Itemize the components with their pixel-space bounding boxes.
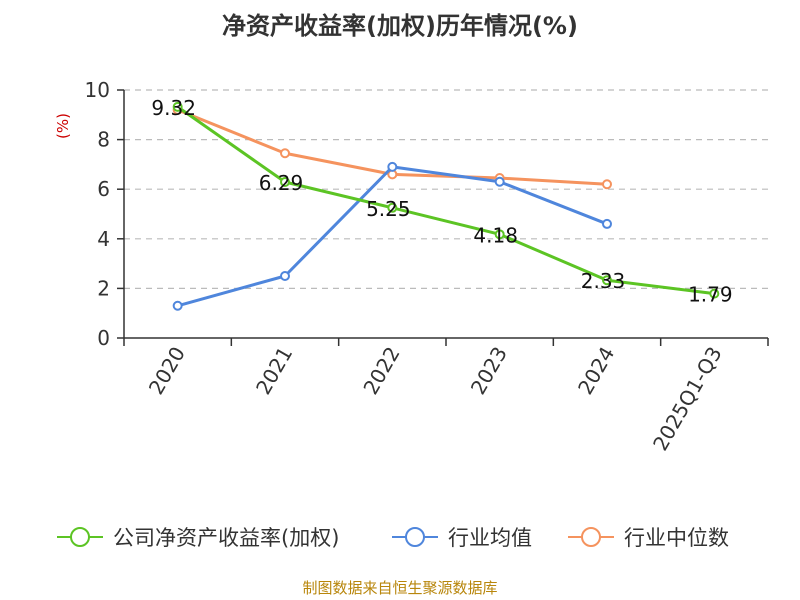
data-label: 5.25 [366,197,411,221]
series-industry_median [172,104,612,190]
data-label: 2.33 [581,269,626,293]
x-tick-label: 2022 [358,343,404,399]
data-point-industry_avg[interactable] [172,300,183,311]
data-label: 1.79 [688,283,733,307]
data-point-company[interactable] [709,288,720,299]
data-point-industry_avg[interactable] [602,218,612,229]
data-point-industry_median[interactable] [602,179,612,190]
data-label: 4.18 [473,223,518,247]
data-point-company[interactable] [172,101,183,112]
y-tick-label: 4 [97,227,110,251]
series-company [172,101,720,299]
data-labels: 9.32 6.29 5.25 4.18 2.33 1.79 [151,96,732,307]
legend-marker-icon [581,527,601,547]
series-layer [172,101,720,311]
data-point-company[interactable] [387,202,398,213]
legend-label: 公司净资产收益率(加权) [113,526,339,550]
x-tick-label: 2025Q1-Q3 [648,343,727,455]
legend-marker-icon [70,527,90,547]
data-label: 9.32 [151,96,196,120]
data-label: 6.29 [259,171,304,195]
y-tick-label: 10 [85,78,110,102]
y-tick-label: 0 [97,326,110,350]
series-line-industry_avg [177,165,608,308]
source-note: 制图数据来自恒生聚源数据库 [302,579,497,597]
y-tick-label: 2 [97,276,110,300]
data-point-company[interactable] [280,177,290,188]
data-point-industry_avg[interactable] [387,161,398,172]
x-tick-label: 2021 [251,343,297,399]
series-industry_avg [172,161,612,311]
y-tick-label: 6 [97,177,110,201]
legend-label: 行业均值 [448,526,532,550]
legend-item-industry_avg[interactable]: 行业均值 [392,526,532,550]
axes: 0 2 4 6 8 10 2020 2021 2022 2023 2024 2025Q1-Q3 [85,78,769,455]
legend-label: 行业中位数 [624,526,729,550]
x-tick-label: 2024 [573,343,619,399]
data-point-company[interactable] [602,275,612,286]
legend[interactable]: 公司净资产收益率(加权) 行业均值 行业中位数 [57,526,729,550]
data-point-industry_avg[interactable] [494,176,505,187]
y-tick-label: 8 [97,128,110,152]
grid-lines [124,89,768,289]
data-point-industry_median[interactable] [280,148,290,159]
legend-item-company[interactable]: 公司净资产收益率(加权) [57,526,339,550]
x-tick-label: 2020 [144,343,190,399]
data-point-company[interactable] [494,229,505,240]
y-axis-label: (%) [54,113,72,139]
legend-marker-icon [405,527,425,547]
series-line-company [176,105,715,296]
data-point-industry_avg[interactable] [280,271,290,281]
chart-title: 净资产收益率(加权)历年情况(%) [222,12,578,40]
x-tick-label: 2023 [466,342,512,398]
legend-item-industry_median[interactable]: 行业中位数 [568,526,729,550]
